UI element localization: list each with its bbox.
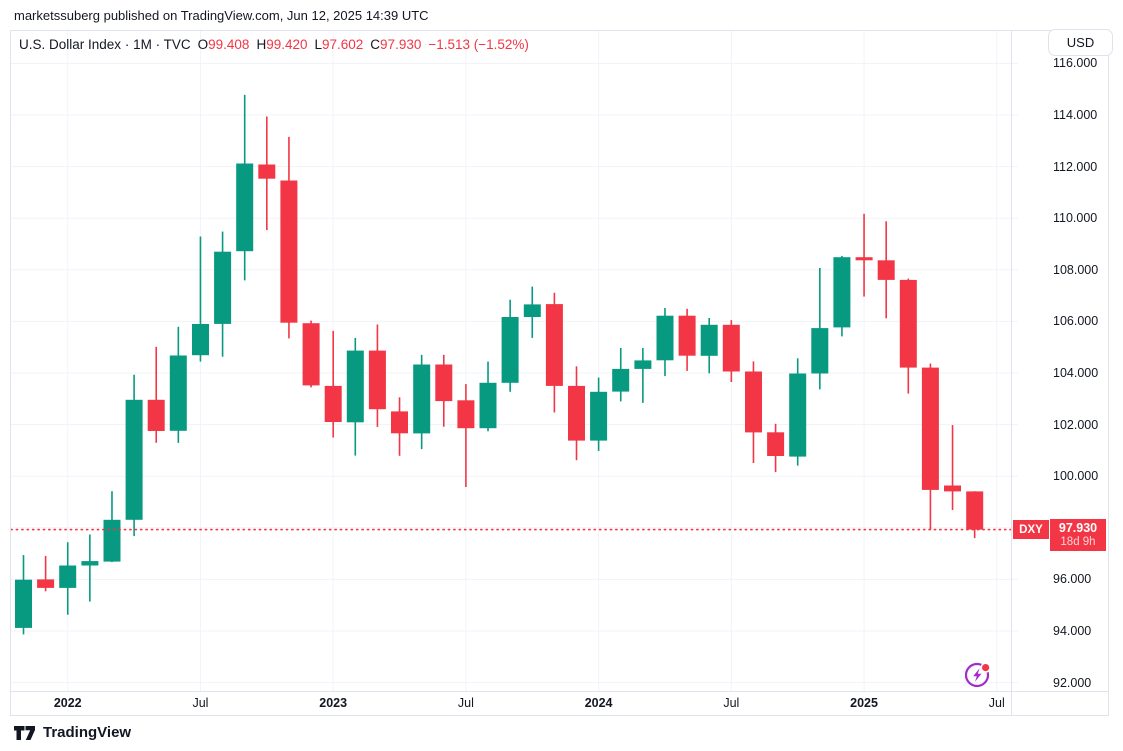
time-tick-label: 2022 <box>53 696 82 710</box>
time-tick-label: Jul <box>457 696 474 710</box>
chart-canvas[interactable] <box>11 31 1019 691</box>
symbol-title[interactable]: U.S. Dollar Index · 1M · TVC <box>19 37 191 52</box>
lightning-icon <box>964 662 991 688</box>
flash-button[interactable] <box>962 659 994 691</box>
symbol-price-tag: DXY <box>1013 520 1049 540</box>
candle <box>15 579 32 628</box>
candle <box>833 257 851 328</box>
time-axis-divider <box>11 691 1108 692</box>
candle <box>745 371 762 433</box>
legend-separator: · <box>124 37 130 52</box>
open-value: O99.408 <box>197 37 250 52</box>
interval-label: 1M <box>133 37 152 52</box>
candle <box>192 324 209 356</box>
candle <box>479 382 497 429</box>
candle <box>37 579 55 588</box>
candle <box>147 399 165 431</box>
candle <box>678 315 696 356</box>
price-scale[interactable]: 116.000 114.000 112.000 110.000 108.000 106.0… <box>1011 31 1108 691</box>
candle <box>944 485 961 492</box>
candle <box>236 163 254 252</box>
candle <box>169 355 187 431</box>
close-value: C97.930 <box>370 37 422 52</box>
time-tick-label: 2023 <box>319 696 348 710</box>
candle <box>457 400 475 429</box>
chart-widget: U.S. Dollar Index · 1M · TVC O99.408 H99… <box>10 30 1109 716</box>
price-tick-label: 108.000 <box>1053 262 1099 277</box>
candle <box>324 385 342 422</box>
candle <box>921 367 939 490</box>
price-tick-label: 94.000 <box>1053 624 1092 638</box>
price-tick-label: 110.000 <box>1053 211 1098 226</box>
price-axis-divider <box>1011 31 1012 715</box>
candle <box>899 279 917 368</box>
bar-countdown: 18d 9h <box>1060 536 1096 549</box>
tradingview-footer[interactable]: TradingView <box>14 724 131 741</box>
candle <box>656 315 674 361</box>
candle <box>877 260 895 280</box>
candle <box>125 399 143 520</box>
publish-attribution: marketssuberg published on TradingView.c… <box>14 8 429 23</box>
candle <box>81 561 99 566</box>
candle <box>501 317 519 383</box>
time-tick-label: Jul <box>723 696 740 710</box>
legend-separator: · <box>155 37 161 52</box>
time-scale[interactable]: 2022 Jul 2023 Jul 2024 Jul 2025 Jul <box>11 691 1108 715</box>
high-value: H99.420 <box>256 37 308 52</box>
low-value: L97.602 <box>314 37 364 52</box>
candle <box>214 251 232 324</box>
candle <box>258 164 276 179</box>
price-tick-label: 92.000 <box>1053 675 1092 690</box>
chart-legend: U.S. Dollar Index · 1M · TVC O99.408 H99… <box>19 37 529 52</box>
candle <box>302 323 320 386</box>
alert-dot <box>982 664 990 672</box>
time-tick-label: Jul <box>988 696 1005 710</box>
time-tick-label: 2025 <box>850 696 878 710</box>
candle <box>545 304 563 386</box>
candle <box>966 491 984 530</box>
candle <box>700 324 718 356</box>
price-tick-label: 100.000 <box>1053 469 1099 484</box>
last-price-label: 97.930 18d 9h <box>1050 519 1106 552</box>
candle <box>413 364 431 434</box>
candle <box>59 565 77 588</box>
candle <box>523 304 541 317</box>
candle <box>789 373 807 457</box>
candle <box>103 519 121 562</box>
price-tick-label: 102.000 <box>1053 417 1099 432</box>
price-tick-label: 96.000 <box>1053 572 1092 587</box>
candle <box>368 350 386 410</box>
candle <box>590 391 608 441</box>
candle <box>634 360 652 369</box>
currency-toggle-button[interactable]: USD <box>1048 29 1113 56</box>
time-tick-label: Jul <box>192 696 209 710</box>
tradingview-logo-icon <box>14 725 35 740</box>
candle <box>612 368 630 392</box>
price-tick-label: 114.000 <box>1053 108 1098 122</box>
time-tick-label: 2024 <box>584 696 613 710</box>
price-tick-label: 104.000 <box>1053 366 1099 380</box>
price-tick-label: 106.000 <box>1053 314 1099 329</box>
candle <box>391 411 408 434</box>
price-tick-label: 112.000 <box>1053 159 1098 174</box>
candle <box>811 328 829 374</box>
candles <box>15 94 984 635</box>
tradingview-wordmark: TradingView <box>43 724 132 741</box>
candle <box>346 350 364 423</box>
candle <box>435 364 453 402</box>
price-tick-label: 116.000 <box>1053 56 1098 71</box>
candle <box>722 324 740 372</box>
change-value: −1.513 (−1.52%) <box>428 37 529 52</box>
last-price-value: 97.930 <box>1058 521 1098 536</box>
candle <box>280 180 298 323</box>
candle <box>855 257 873 261</box>
candle <box>568 385 585 441</box>
exchange-label: TVC <box>163 37 191 52</box>
candle <box>767 432 785 456</box>
